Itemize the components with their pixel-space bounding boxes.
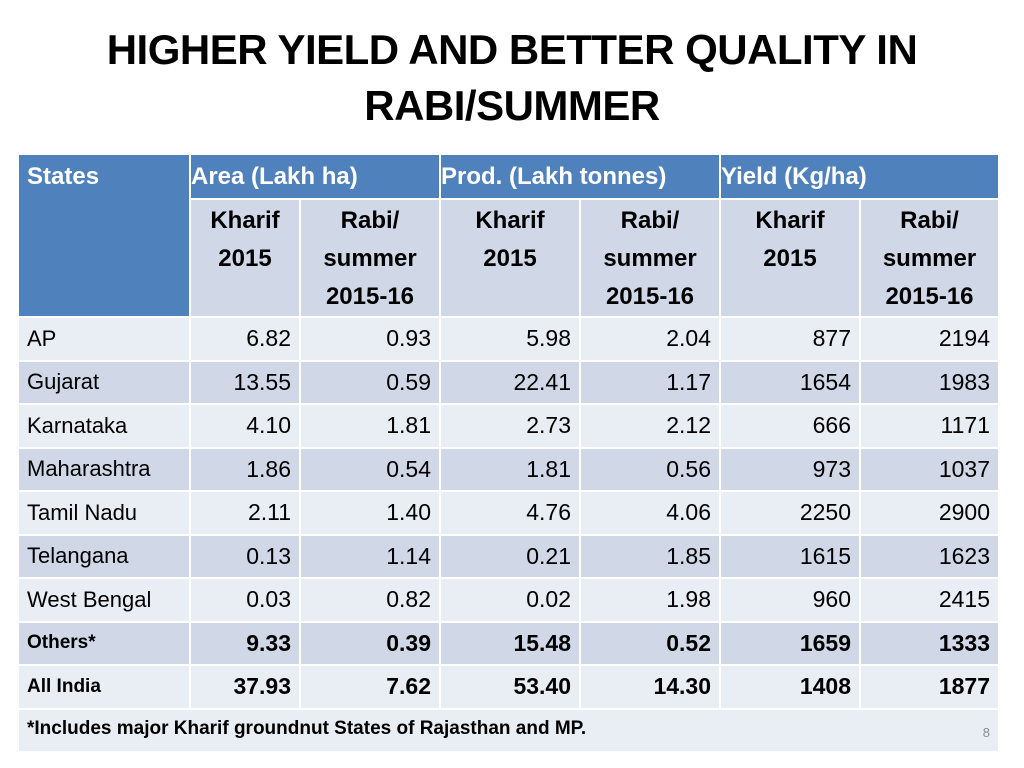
header-yield: Yield (Kg/ha): [719, 153, 1000, 200]
value-cell: 0.56: [579, 446, 721, 492]
value-cell: 2415: [859, 577, 1000, 623]
value-cell: 1.81: [299, 403, 441, 449]
value-cell: 14.30: [579, 664, 721, 710]
value-cell: 7.62: [299, 664, 441, 710]
header-area: Area (Lakh ha): [189, 153, 441, 200]
value-cell: 1623: [859, 533, 1000, 579]
value-cell: 37.93: [189, 664, 301, 710]
state-name: Karnataka: [17, 403, 191, 449]
value-cell: 1615: [719, 533, 861, 579]
value-cell: 1.17: [579, 359, 721, 405]
slide-title-line-1: HIGHER YIELD AND BETTER QUALITY IN: [106, 26, 918, 73]
slide-title-line-2: RABI/SUMMER: [364, 82, 660, 129]
value-cell: 2.04: [579, 316, 721, 362]
value-cell: 0.13: [189, 533, 301, 579]
table-row: Gujarat 13.55 0.59 22.41 1.17 1654 1983: [17, 359, 1000, 405]
value-cell: 2.12: [579, 403, 721, 449]
table-row: All India 37.93 7.62 53.40 14.30 1408 1877: [17, 664, 1000, 710]
subheader-kharif: Kharif 2015: [439, 198, 581, 318]
value-cell: 1171: [859, 403, 1000, 449]
value-cell: 877: [719, 316, 861, 362]
value-cell: 1.40: [299, 490, 441, 536]
value-cell: 1.14: [299, 533, 441, 579]
subheader-rabi: Rabi/summer 2015-16: [299, 198, 441, 318]
value-cell: 2900: [859, 490, 1000, 536]
value-cell: 1408: [719, 664, 861, 710]
state-name: AP: [17, 316, 191, 362]
page-number: 8: [982, 725, 990, 740]
value-cell: 1.98: [579, 577, 721, 623]
value-cell: 22.41: [439, 359, 581, 405]
table-row: AP 6.82 0.93 5.98 2.04 877 2194: [17, 316, 1000, 362]
value-cell: 1037: [859, 446, 1000, 492]
value-cell: 4.10: [189, 403, 301, 449]
value-cell: 1.86: [189, 446, 301, 492]
state-name: Gujarat: [17, 359, 191, 405]
footnote: *Includes major Kharif groundnut States …: [17, 707, 1000, 753]
value-cell: 0.93: [299, 316, 441, 362]
header-production: Prod. (Lakh tonnes): [439, 153, 721, 200]
value-cell: 1333: [859, 620, 1000, 666]
table-row: West Bengal 0.03 0.82 0.02 1.98 960 2415: [17, 577, 1000, 623]
value-cell: 0.02: [439, 577, 581, 623]
state-name: All India: [17, 664, 191, 710]
value-cell: 0.03: [189, 577, 301, 623]
value-cell: 960: [719, 577, 861, 623]
subheader-kharif: Kharif 2015: [719, 198, 861, 318]
table-row: Telangana 0.13 1.14 0.21 1.85 1615 1623: [17, 533, 1000, 579]
value-cell: 53.40: [439, 664, 581, 710]
state-name: Others*: [17, 620, 191, 666]
value-cell: 2.11: [189, 490, 301, 536]
table-footnote-row: *Includes major Kharif groundnut States …: [17, 707, 1000, 753]
value-cell: 1877: [859, 664, 1000, 710]
table-row: Karnataka 4.10 1.81 2.73 2.12 666 1171: [17, 403, 1000, 449]
value-cell: 1983: [859, 359, 1000, 405]
state-name: Maharashtra: [17, 446, 191, 492]
table-row: Others* 9.33 0.39 15.48 0.52 1659 1333: [17, 620, 1000, 666]
value-cell: 13.55: [189, 359, 301, 405]
value-cell: 2250: [719, 490, 861, 536]
value-cell: 15.48: [439, 620, 581, 666]
value-cell: 0.82: [299, 577, 441, 623]
value-cell: 0.59: [299, 359, 441, 405]
value-cell: 0.52: [579, 620, 721, 666]
subheader-kharif: Kharif 2015: [189, 198, 301, 318]
table-row: Tamil Nadu 2.11 1.40 4.76 4.06 2250 2900: [17, 490, 1000, 536]
value-cell: 4.76: [439, 490, 581, 536]
value-cell: 2194: [859, 316, 1000, 362]
value-cell: 1654: [719, 359, 861, 405]
value-cell: 973: [719, 446, 861, 492]
value-cell: 666: [719, 403, 861, 449]
value-cell: 5.98: [439, 316, 581, 362]
state-name: West Bengal: [17, 577, 191, 623]
subheader-rabi: Rabi/summer 2015-16: [579, 198, 721, 318]
value-cell: 1.85: [579, 533, 721, 579]
value-cell: 6.82: [189, 316, 301, 362]
value-cell: 4.06: [579, 490, 721, 536]
table-row: Maharashtra 1.86 0.54 1.81 0.56 973 1037: [17, 446, 1000, 492]
value-cell: 0.54: [299, 446, 441, 492]
yield-table: States Area (Lakh ha) Prod. (Lakh tonnes…: [17, 153, 1000, 753]
slide-title: HIGHER YIELD AND BETTER QUALITY IN RABI/…: [0, 22, 1024, 134]
table-subheader-row: Kharif 2015 Rabi/summer 2015-16 Kharif 2015…: [18, 198, 1000, 318]
subheader-rabi: Rabi/summer 2015-16: [859, 198, 1000, 318]
value-cell: 9.33: [189, 620, 301, 666]
value-cell: 1.81: [439, 446, 581, 492]
table-header-row: States Area (Lakh ha) Prod. (Lakh tonnes…: [17, 153, 1000, 318]
value-cell: 1659: [719, 620, 861, 666]
state-name: Telangana: [17, 533, 191, 579]
value-cell: 0.21: [439, 533, 581, 579]
header-states: States: [17, 153, 191, 318]
value-cell: 2.73: [439, 403, 581, 449]
state-name: Tamil Nadu: [17, 490, 191, 536]
value-cell: 0.39: [299, 620, 441, 666]
